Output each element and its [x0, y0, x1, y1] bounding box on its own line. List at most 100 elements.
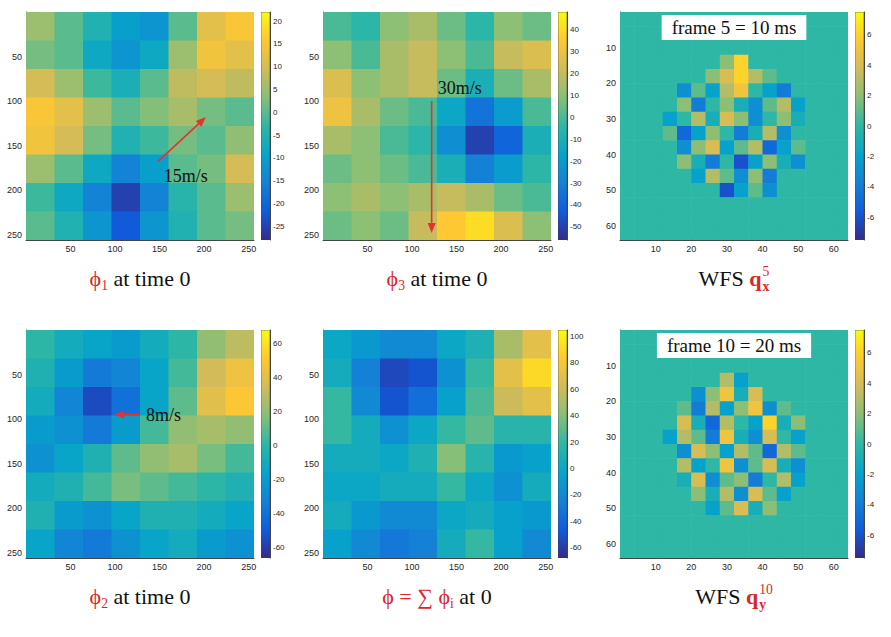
svg-text:50: 50: [606, 185, 616, 195]
svg-text:150: 150: [449, 244, 464, 254]
svg-text:10: 10: [606, 43, 616, 53]
svg-text:20: 20: [606, 78, 616, 88]
svg-text:0: 0: [867, 440, 872, 449]
svg-text:50: 50: [12, 370, 22, 380]
svg-text:40: 40: [757, 244, 767, 254]
svg-text:-20: -20: [273, 475, 285, 484]
svg-text:50: 50: [309, 52, 319, 62]
svg-text:250: 250: [304, 548, 319, 558]
svg-text:0: 0: [867, 122, 872, 131]
svg-text:-50: -50: [570, 222, 582, 231]
svg-text:-2: -2: [867, 470, 875, 479]
svg-text:50: 50: [793, 562, 803, 572]
svg-text:200: 200: [7, 185, 22, 195]
svg-text:-4: -4: [867, 182, 875, 191]
svg-text:50: 50: [66, 244, 76, 254]
svg-text:250: 250: [241, 562, 256, 572]
svg-text:60: 60: [273, 339, 282, 348]
svg-text:100: 100: [405, 562, 420, 572]
svg-text:10: 10: [606, 361, 616, 371]
svg-text:15: 15: [273, 39, 282, 48]
svg-text:4: 4: [867, 61, 872, 70]
svg-text:-60: -60: [273, 543, 285, 552]
svg-text:60: 60: [829, 244, 839, 254]
svg-text:30: 30: [722, 244, 732, 254]
svg-text:40: 40: [606, 150, 616, 160]
svg-text:20: 20: [273, 17, 282, 26]
svg-text:50: 50: [793, 244, 803, 254]
svg-text:-20: -20: [570, 157, 582, 166]
svg-text:2: 2: [867, 409, 872, 418]
svg-text:-25: -25: [273, 222, 285, 231]
svg-text:250: 250: [538, 244, 553, 254]
svg-text:250: 250: [7, 230, 22, 240]
svg-text:150: 150: [7, 459, 22, 469]
svg-text:5: 5: [273, 85, 278, 94]
svg-text:10: 10: [570, 91, 579, 100]
svg-text:40: 40: [570, 411, 579, 420]
svg-text:60: 60: [606, 539, 616, 549]
svg-text:50: 50: [363, 562, 373, 572]
svg-text:0: 0: [273, 108, 278, 117]
svg-text:150: 150: [7, 141, 22, 151]
svg-text:4: 4: [867, 379, 872, 388]
svg-text:150: 150: [152, 244, 167, 254]
svg-text:250: 250: [241, 244, 256, 254]
svg-text:2: 2: [867, 91, 872, 100]
svg-text:0: 0: [570, 113, 575, 122]
svg-text:250: 250: [7, 548, 22, 558]
svg-text:20: 20: [570, 438, 579, 447]
svg-text:20: 20: [686, 562, 696, 572]
svg-text:60: 60: [829, 562, 839, 572]
svg-text:-2: -2: [867, 152, 875, 161]
svg-text:100: 100: [304, 96, 319, 106]
svg-text:30: 30: [722, 562, 732, 572]
svg-text:20: 20: [606, 396, 616, 406]
svg-text:100: 100: [7, 96, 22, 106]
svg-text:200: 200: [304, 503, 319, 513]
svg-text:60: 60: [570, 385, 579, 394]
svg-text:200: 200: [494, 244, 509, 254]
svg-text:-40: -40: [570, 200, 582, 209]
svg-text:250: 250: [304, 230, 319, 240]
svg-text:-20: -20: [273, 199, 285, 208]
svg-text:100: 100: [7, 414, 22, 424]
svg-text:30m/s: 30m/s: [438, 78, 482, 98]
svg-text:0: 0: [570, 464, 575, 473]
svg-text:200: 200: [197, 244, 212, 254]
svg-text:-10: -10: [273, 153, 285, 162]
svg-text:-40: -40: [570, 517, 582, 526]
svg-text:10: 10: [273, 62, 282, 71]
svg-text:6: 6: [867, 348, 872, 357]
svg-text:30: 30: [606, 114, 616, 124]
svg-text:150: 150: [449, 562, 464, 572]
svg-text:20: 20: [273, 407, 282, 416]
svg-text:10: 10: [651, 562, 661, 572]
svg-text:150: 150: [152, 562, 167, 572]
svg-text:50: 50: [363, 244, 373, 254]
svg-text:150: 150: [304, 141, 319, 151]
svg-text:40: 40: [273, 373, 282, 382]
svg-text:15m/s: 15m/s: [164, 166, 208, 186]
svg-text:6: 6: [867, 30, 872, 39]
svg-text:100: 100: [108, 562, 123, 572]
svg-text:-5: -5: [273, 131, 281, 140]
svg-text:-60: -60: [570, 543, 582, 552]
svg-text:80: 80: [570, 358, 579, 367]
svg-text:50: 50: [12, 52, 22, 62]
svg-text:40: 40: [757, 562, 767, 572]
svg-text:20: 20: [686, 244, 696, 254]
svg-text:frame 10 = 20 ms: frame 10 = 20 ms: [667, 335, 801, 356]
svg-text:200: 200: [304, 185, 319, 195]
svg-text:8m/s: 8m/s: [146, 405, 181, 425]
svg-text:150: 150: [304, 459, 319, 469]
svg-text:100: 100: [304, 414, 319, 424]
svg-text:-15: -15: [273, 176, 285, 185]
svg-text:-30: -30: [570, 179, 582, 188]
svg-text:200: 200: [197, 562, 212, 572]
svg-text:50: 50: [606, 503, 616, 513]
svg-text:60: 60: [606, 221, 616, 231]
svg-text:-4: -4: [867, 500, 875, 509]
svg-text:frame 5 = 10 ms: frame 5 = 10 ms: [672, 17, 797, 38]
svg-text:100: 100: [405, 244, 420, 254]
